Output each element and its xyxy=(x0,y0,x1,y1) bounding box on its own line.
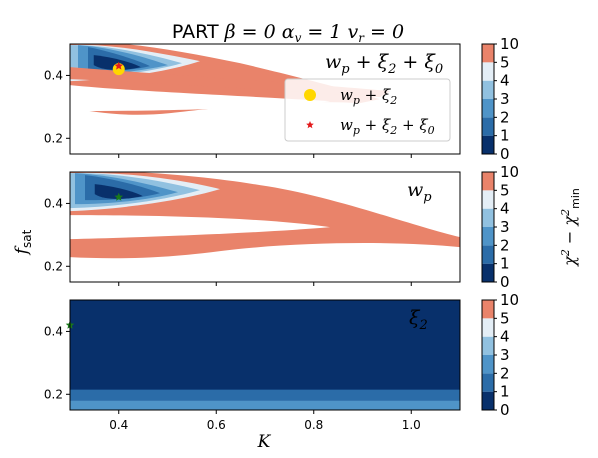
contour-band xyxy=(70,400,460,410)
x-tick-label: 1.0 xyxy=(402,418,421,432)
y-axis-label-text: fsat xyxy=(12,229,34,256)
colorbar-tick-label: 10 xyxy=(500,291,519,309)
colorbar-tick-label: 3 xyxy=(500,90,510,108)
axes-frame xyxy=(69,43,461,155)
contour-regions xyxy=(70,172,460,259)
colorbar-tick-label: 1 xyxy=(500,127,510,145)
colorbar-segment xyxy=(482,263,494,282)
x-axis-label: K xyxy=(257,432,272,452)
panel-xi2: 0.2 0.4 0.4 0.6 0.8 1.0 ξ2 xyxy=(44,299,461,432)
legend-label: wp + ξ2 xyxy=(340,86,397,107)
colorbar-segment xyxy=(482,208,494,227)
best-fit-star-marker xyxy=(114,61,123,70)
colorbar-segment xyxy=(482,318,494,337)
y-tick-label: 0.4 xyxy=(44,68,63,82)
best-fit-marker xyxy=(112,63,125,76)
best-fit-star-marker xyxy=(114,192,123,201)
colorbar-tick-label: 10 xyxy=(500,163,519,181)
colorbar-tick-label: 4 xyxy=(500,328,510,346)
colorbar-tick-label: 0 xyxy=(500,145,510,163)
legend: wp + ξ2 wp + ξ2 + ξ0 xyxy=(284,78,451,142)
colorbar-tick-label: 10 xyxy=(500,35,519,53)
colorbar-label: χ2 − χ2min xyxy=(559,188,582,267)
region-0-1 xyxy=(94,184,143,199)
contour-band xyxy=(70,389,460,401)
panel-label: ξ2 xyxy=(409,307,428,333)
colorbar-segment xyxy=(482,227,494,246)
colorbar-segment xyxy=(482,172,494,191)
axes-frame xyxy=(69,171,461,283)
panel-label: wp xyxy=(407,179,432,205)
panel-wp: 0.2 0.4 wp xyxy=(44,171,461,286)
colorbar-segment xyxy=(482,245,494,264)
chart-title: PART β = 0 αv = 1 vr = 0 xyxy=(172,21,404,45)
x-tick-label: 0.8 xyxy=(304,418,323,432)
region-0-1 xyxy=(93,55,141,70)
panel-wp-xi2-xi0: 0.2 0.4 wp + ξ2 + ξ0 wp + ξ2 wp + ξ2 + ξ0 xyxy=(44,43,461,158)
contour-band xyxy=(70,300,460,390)
legend-star-icon xyxy=(306,121,314,129)
colorbar-segment xyxy=(482,62,494,81)
colorbar-segment xyxy=(482,117,494,136)
colorbar-segment xyxy=(482,373,494,392)
colorbar-segment xyxy=(482,355,494,374)
y-tick-label: 0.4 xyxy=(44,196,63,210)
colorbar-tick-label: 5 xyxy=(500,53,510,71)
colorbar-tick-label: 4 xyxy=(500,72,510,90)
colorbar-tick-label: 3 xyxy=(500,346,510,364)
colorbar-segment xyxy=(482,336,494,355)
y-tick-label: 0.2 xyxy=(44,387,63,401)
x-tick-label: 0.6 xyxy=(207,418,226,432)
colorbar-tick-label: 2 xyxy=(500,108,510,126)
colorbar-tick-label: 0 xyxy=(500,273,510,291)
colorbar-tick-label: 2 xyxy=(500,236,510,254)
colorbar-segment xyxy=(482,300,494,319)
colorbar-segment xyxy=(482,80,494,99)
y-tick-label: 0.2 xyxy=(44,259,63,273)
colorbar-tick-label: 1 xyxy=(500,255,510,273)
colorbar-tick-label: 2 xyxy=(500,364,510,382)
y-tick-label: 0.2 xyxy=(44,131,63,145)
y-tick-label: 0.4 xyxy=(44,324,63,338)
colorbar-tick-label: 1 xyxy=(500,383,510,401)
colorbar-segment xyxy=(482,135,494,154)
y-axis-label: fsat xyxy=(12,229,34,256)
colorbar-segment xyxy=(482,99,494,118)
colorbar-label-text: χ2 − χ2min xyxy=(559,188,582,267)
colorbar-tick-label: 4 xyxy=(500,200,510,218)
colorbar-tick-label: 3 xyxy=(500,218,510,236)
axes-frame xyxy=(69,299,461,411)
colorbar-tick-label: 5 xyxy=(500,309,510,327)
colorbar-segment xyxy=(482,391,494,410)
legend-box xyxy=(284,78,451,142)
colorbar-segment xyxy=(482,44,494,63)
colorbar-tick-label: 5 xyxy=(500,181,510,199)
legend-circle-icon xyxy=(304,89,316,101)
legend-label: wp + ξ2 + ξ0 xyxy=(340,116,435,137)
x-tick-label: 0.4 xyxy=(109,418,128,432)
colorbar-segment xyxy=(482,190,494,209)
colorbar-tick-label: 0 xyxy=(500,401,510,419)
panel-label: wp + ξ2 + ξ0 xyxy=(325,51,443,77)
